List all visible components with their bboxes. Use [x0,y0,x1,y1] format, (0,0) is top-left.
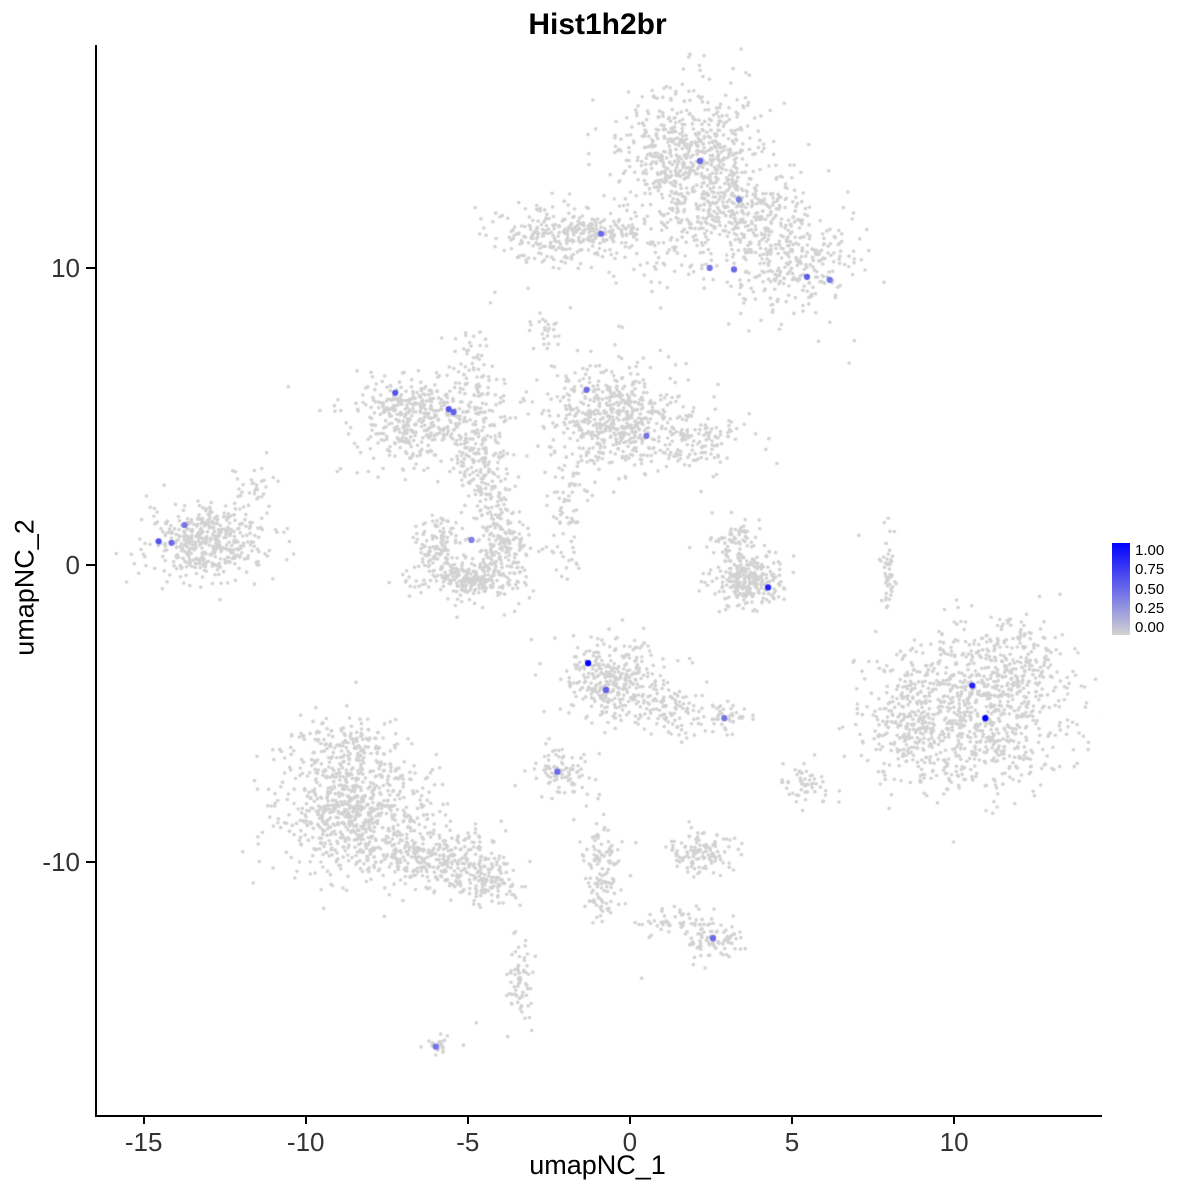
legend-label: 0.00 [1135,619,1165,636]
x-tick-label: 10 [939,1127,969,1157]
x-tick-label: -15 [124,1127,163,1157]
x-tick-label: 5 [784,1127,800,1157]
legend-gradient-bar [1112,543,1130,635]
x-tick-mark [628,1115,631,1124]
x-axis-title: umapNC_1 [529,1150,666,1180]
x-tick-mark [304,1115,307,1124]
x-tick-mark [953,1115,956,1124]
y-tick-mark [86,861,95,864]
y-tick-label: -10 [42,847,80,878]
y-tick-mark [86,266,95,269]
x-tick-label: 0 [622,1127,638,1157]
legend-labels: 1.00 0.75 0.50 0.25 0.00 [1135,543,1164,635]
chart-title: Hist1h2br [528,8,667,41]
x-tick-mark [142,1115,145,1124]
x-tick-label: -10 [286,1127,325,1157]
y-axis-title: umapNC_2 [9,519,40,656]
legend-label: 0.25 [1135,599,1165,617]
x-tick-mark [466,1115,469,1124]
plot-canvas [97,45,1102,1115]
y-tick-label: 10 [51,252,80,283]
x-tick-mark [791,1115,794,1124]
legend: 1.00 0.75 0.50 0.25 0.00 [1112,543,1164,635]
legend-label: 0.50 [1135,580,1165,598]
y-tick-label: 0 [65,550,80,581]
x-tick-label: -5 [456,1127,480,1157]
legend-label: 0.75 [1135,561,1165,579]
y-tick-mark [86,564,95,567]
legend-label: 1.00 [1135,542,1165,559]
plot-area [95,45,1102,1117]
